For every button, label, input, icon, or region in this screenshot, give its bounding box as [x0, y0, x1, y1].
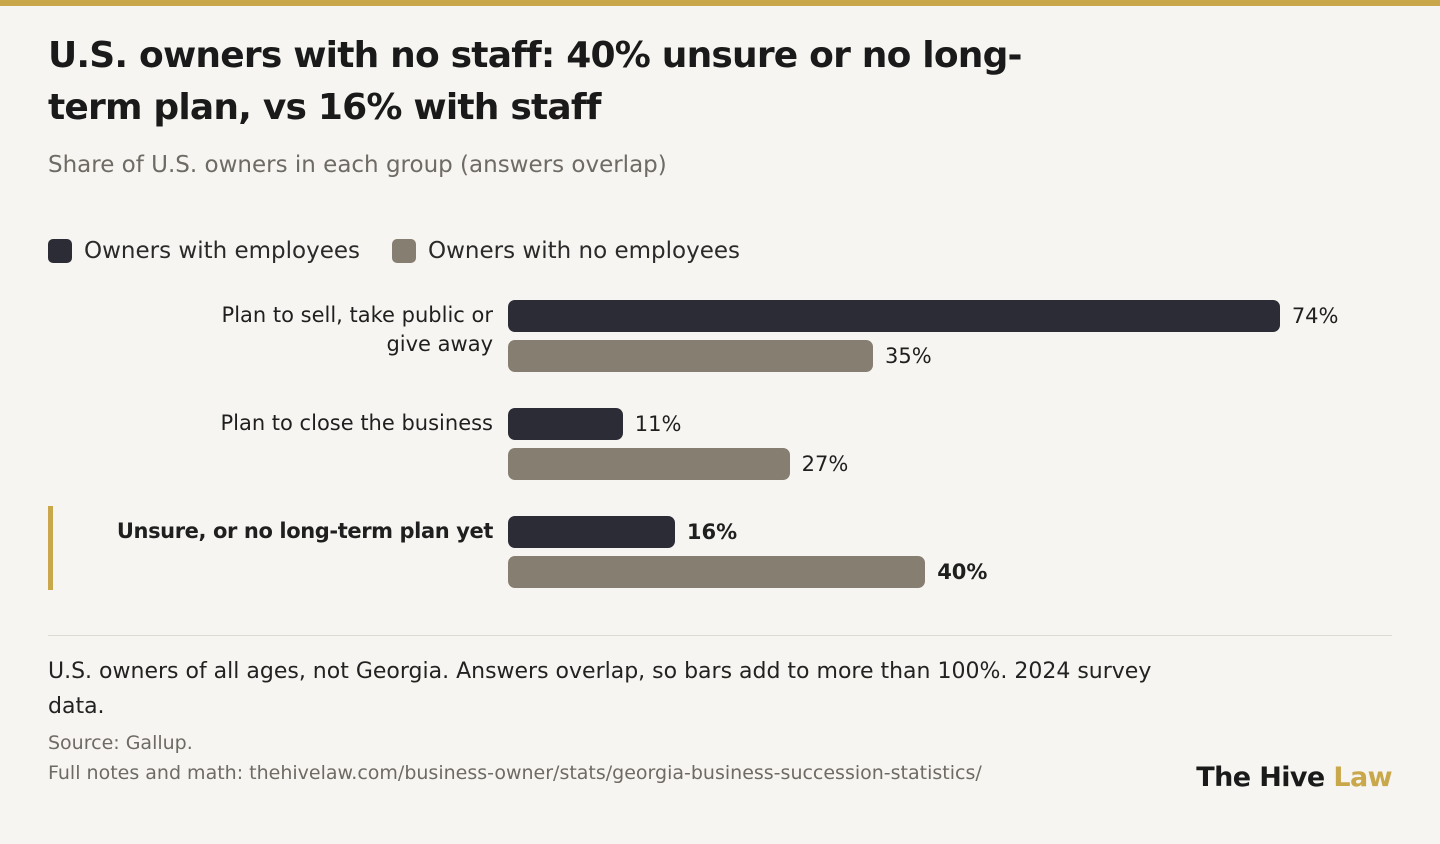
- category-label-unsure-or-no-long-term-plan-yet: Unsure, or no long-term plan yet: [116, 519, 494, 543]
- bar-owners-with-employees-plan-to-sell-take-public-or-give-away: [508, 300, 1280, 332]
- top-accent-rule: [0, 0, 1440, 6]
- value-label-owners-with-no-employees-plan-to-close-the-business: 27%: [801, 452, 849, 476]
- value-label-owners-with-no-employees-plan-to-sell-take-public-or-give-away: 35%: [885, 344, 932, 368]
- brand-logo: The Hive Law: [1196, 762, 1392, 793]
- bar-owners-with-no-employees-unsure-or-no-long-term-plan-yet: [508, 556, 926, 588]
- bar-owners-with-no-employees-plan-to-sell-take-public-or-give-away: [508, 340, 874, 372]
- legend-label-no-employees: Owners with no employees: [428, 238, 740, 264]
- legend-swatch-with-employees: [48, 239, 72, 263]
- legend-swatch-no-employees: [392, 239, 417, 263]
- category-label-plan-to-close-the-business: Plan to close the business: [220, 411, 493, 435]
- value-label-owners-with-employees-plan-to-sell-take-public-or-give-away: 74%: [1291, 304, 1339, 328]
- footnote: U.S. owners of all ages, not Georgia. An…: [48, 659, 1152, 719]
- legend: Owners with employees Owners with no emp…: [48, 238, 772, 264]
- value-label-owners-with-employees-plan-to-close-the-business: 11%: [634, 412, 682, 436]
- bar-owners-with-no-employees-plan-to-close-the-business: [508, 448, 790, 480]
- value-label-owners-with-employees-unsure-or-no-long-term-plan-yet: 16%: [686, 520, 738, 544]
- chart-title: U.S. owners with no staff: 40% unsure or…: [48, 35, 1022, 128]
- value-label-owners-with-no-employees-unsure-or-no-long-term-plan-yet: 40%: [937, 560, 988, 584]
- chart-subtitle: Share of U.S. owners in each group (answ…: [48, 152, 667, 178]
- brand-suffix: Law: [1333, 762, 1392, 793]
- source-text: Source: Gallup.: [48, 732, 193, 754]
- category-label-plan-to-sell-take-public-or-give-away: Plan to sell, take public or give away: [221, 303, 493, 356]
- brand-name: The Hive: [1196, 762, 1325, 793]
- highlight-rule: [48, 506, 53, 590]
- full-notes-text: Full notes and math: thehivelaw.com/busi…: [48, 762, 982, 784]
- legend-item-no-employees: Owners with no employees: [392, 238, 740, 264]
- legend-item-with-employees: Owners with employees: [48, 238, 360, 264]
- footer-divider: [48, 635, 1392, 636]
- bar-owners-with-employees-plan-to-close-the-business: [508, 408, 623, 440]
- legend-label-with-employees: Owners with employees: [84, 238, 361, 264]
- bar-owners-with-employees-unsure-or-no-long-term-plan-yet: [508, 516, 675, 548]
